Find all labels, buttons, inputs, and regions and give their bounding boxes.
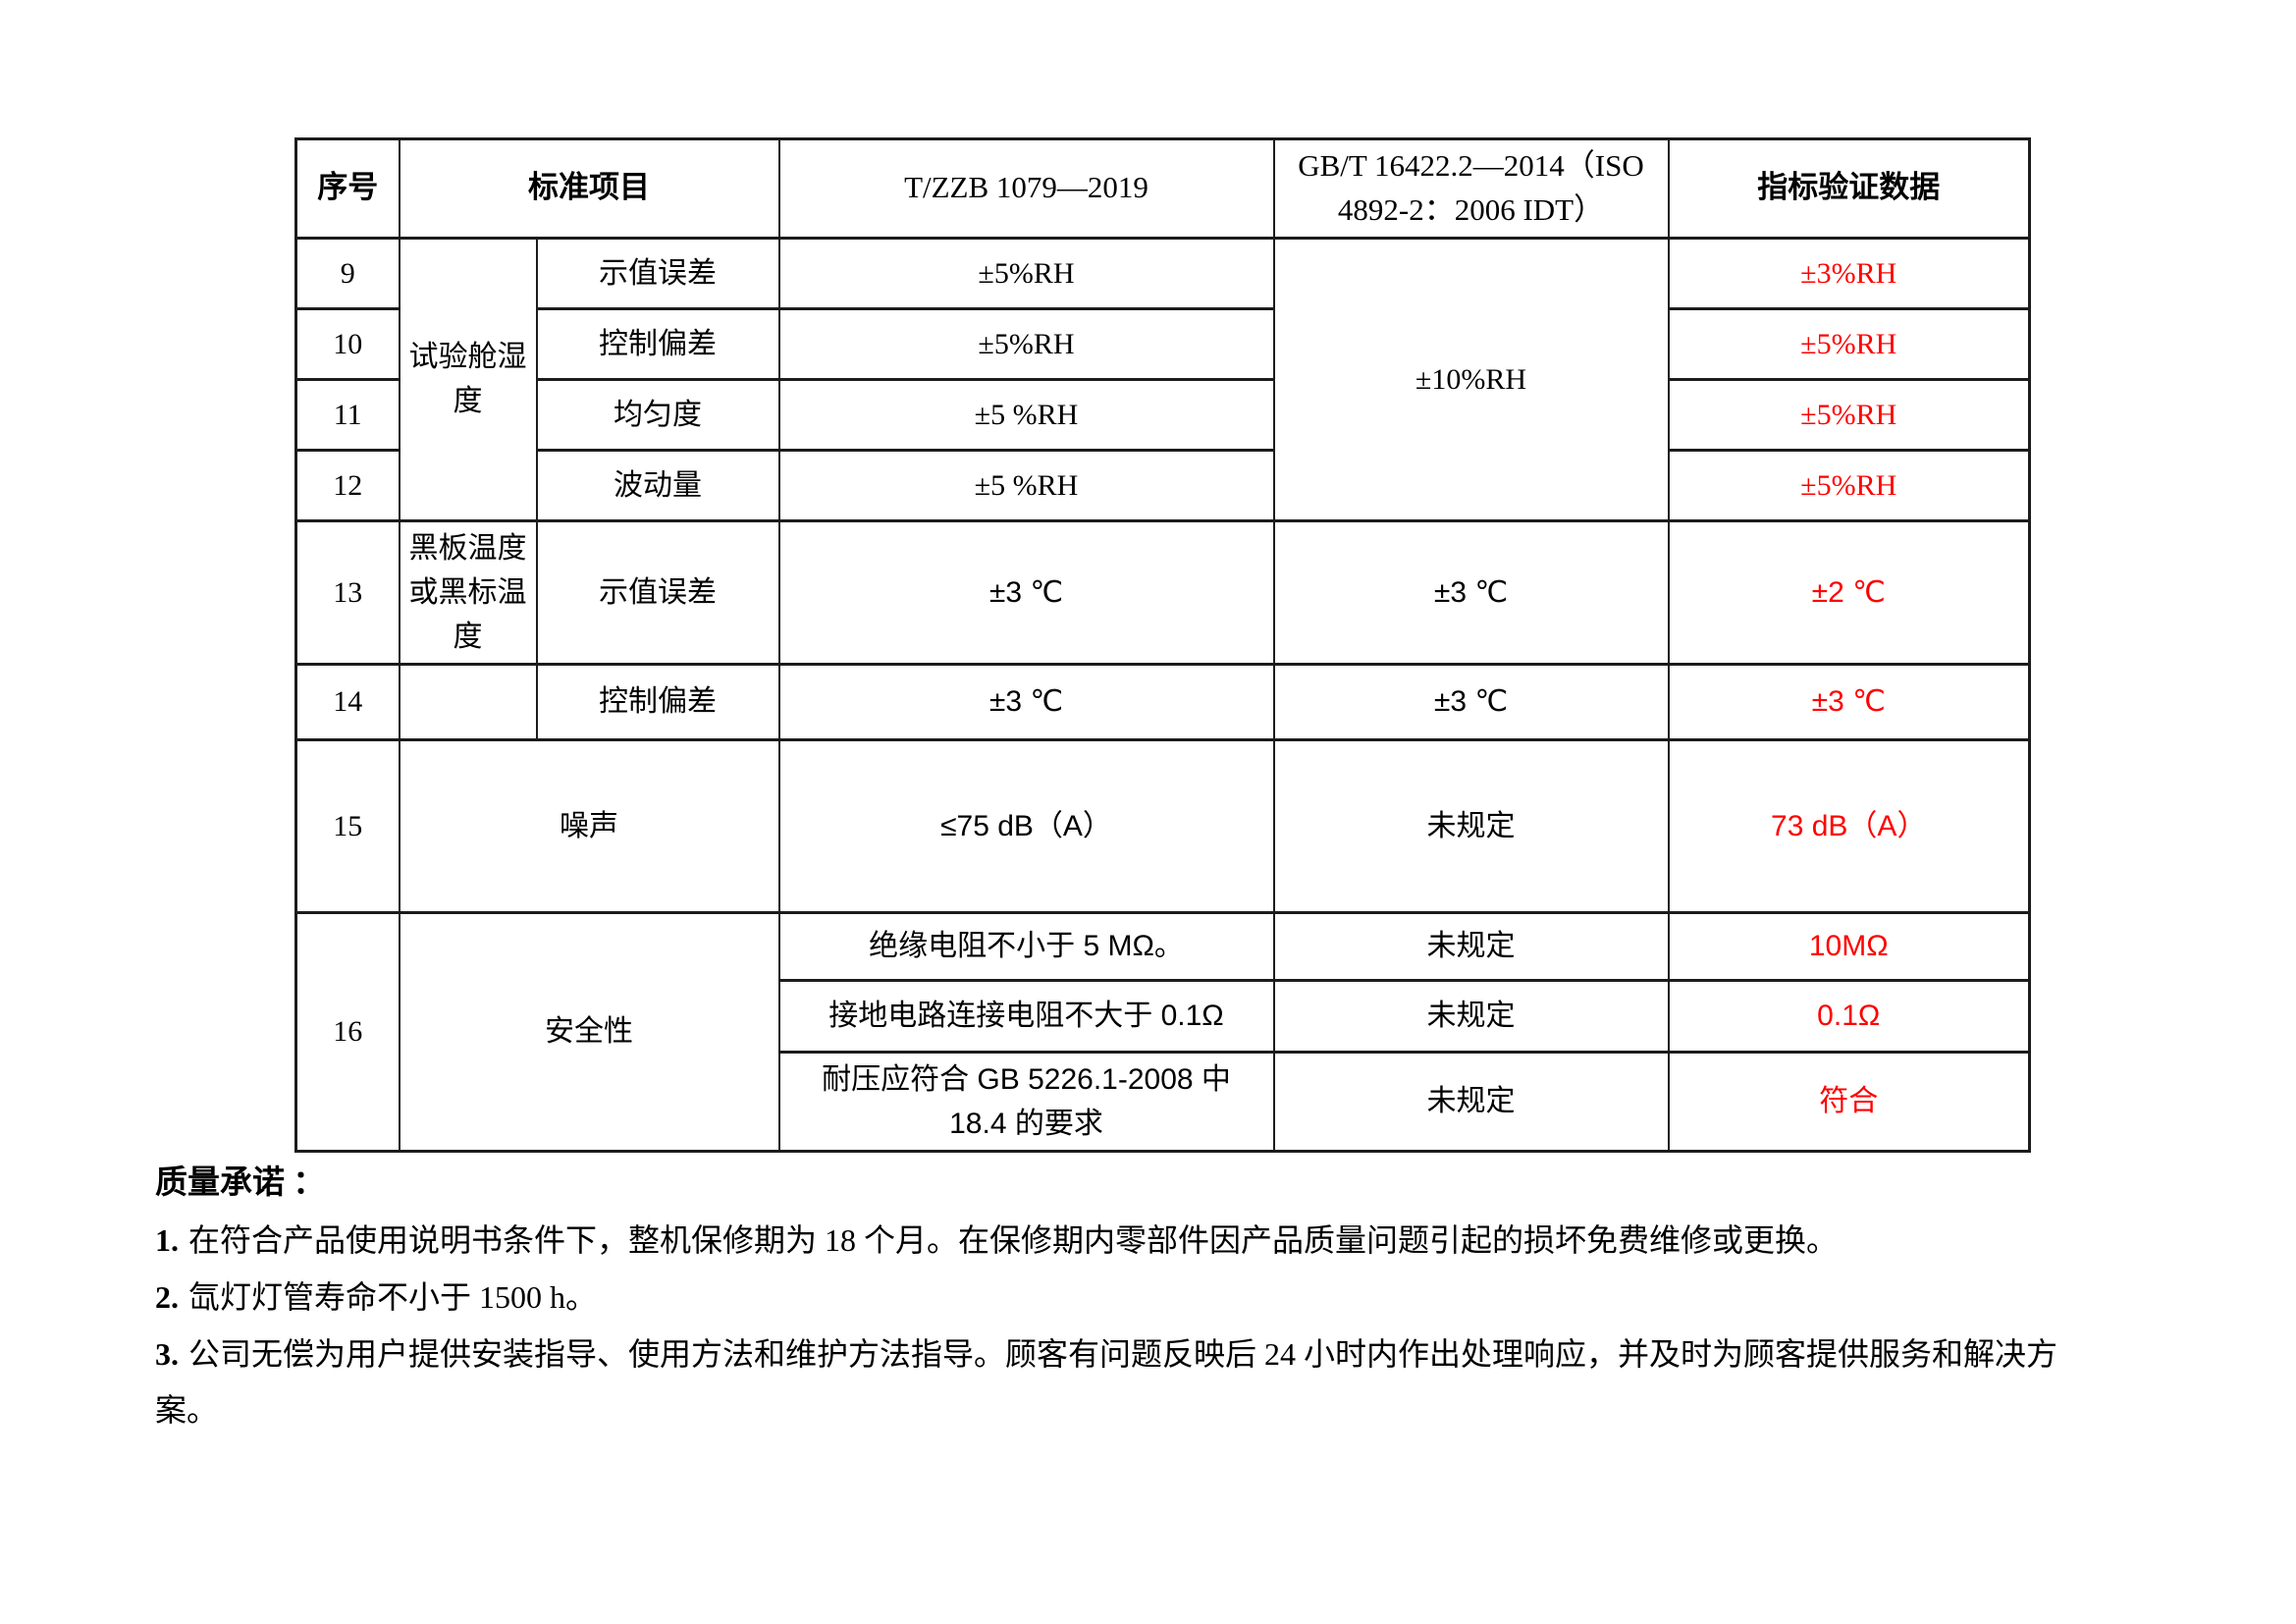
cell-r9-group: 试验舱湿度 bbox=[398, 236, 538, 522]
header-col-verify: 指标验证数据 bbox=[1667, 137, 2031, 240]
cell-r14-no: 14 bbox=[294, 662, 400, 741]
quality-commitment-title: 质量承诺 ： bbox=[155, 1165, 326, 1201]
cell-r13-gbt: ±3 ℃ bbox=[1272, 518, 1670, 666]
cell-r13-no: 13 bbox=[294, 518, 400, 666]
cell-r15-no: 15 bbox=[294, 737, 400, 914]
cell-r16b-verify: 0.1Ω bbox=[1667, 978, 2031, 1054]
cell-r12-verify: ±5%RH bbox=[1667, 448, 2031, 522]
cell-r11-no: 11 bbox=[294, 377, 400, 452]
quality-commitment-item-1: 1. 在符合产品使用说明书条件下，整机保修期为 18 个月。在保修期内零部件因产品… bbox=[155, 1213, 2099, 1270]
table-row-12: 12 波动量 ±5 %RH ±5%RH bbox=[294, 448, 2031, 522]
cell-r14-gbt: ±3 ℃ bbox=[1272, 662, 1670, 741]
cell-r15-verify: 73 dB（A） bbox=[1667, 737, 2031, 914]
cell-r13-tzzb: ±3 ℃ bbox=[777, 518, 1275, 666]
quality-commitment-item-2: 2. 氙灯灯管寿命不小于 1500 h。 bbox=[155, 1270, 2099, 1326]
item-text: 公司无偿为用户提供安装指导、使用方法和维护方法指导。顾客有问题反映后 24 小时… bbox=[155, 1335, 2058, 1429]
quality-commitment-item-3: 3. 公司无偿为用户提供安装指导、使用方法和维护方法指导。顾客有问题反映后 24 … bbox=[155, 1326, 2099, 1439]
cell-r13-verify: ±2 ℃ bbox=[1667, 518, 2031, 666]
item-text: 在符合产品使用说明书条件下，整机保修期为 18 个月。在保修期内零部件因产品质量… bbox=[188, 1222, 1839, 1259]
spec-table: 序号 标准项目 T/ZZB 1079—2019 GB/T 16422.2—201… bbox=[294, 137, 2031, 1153]
cell-r16c-gbt: 未规定 bbox=[1272, 1050, 1670, 1153]
item-number: 3. bbox=[155, 1335, 179, 1372]
cell-r15-gbt: 未规定 bbox=[1272, 737, 1670, 914]
cell-r16-no: 16 bbox=[294, 910, 400, 1153]
table-header-row: 序号 标准项目 T/ZZB 1079—2019 GB/T 16422.2—201… bbox=[294, 137, 2031, 240]
header-col-gbt-line2: 4892-2：2006 IDT） bbox=[1337, 191, 1605, 227]
cell-r10-item: 控制偏差 bbox=[535, 306, 780, 381]
table-row-9: 9 试验舱湿度 示值误差 ±5%RH ±10%RH ±3%RH bbox=[294, 236, 2031, 522]
cell-r9-item: 示值误差 bbox=[535, 236, 780, 310]
cell-r14-verify: ±3 ℃ bbox=[1667, 662, 2031, 741]
cell-r14-item: 控制偏差 bbox=[535, 662, 780, 741]
table-row-16a: 16 安全性 绝缘电阻不小于 5 MΩ。 未规定 10MΩ bbox=[294, 910, 2031, 1153]
table-row-15: 15 噪声 ≤75 dB（A） 未规定 73 dB（A） bbox=[294, 737, 2031, 914]
cell-r10-no: 10 bbox=[294, 306, 400, 381]
cell-r14-group bbox=[398, 662, 538, 741]
table-row-11: 11 均匀度 ±5 %RH ±5%RH bbox=[294, 377, 2031, 452]
cell-r16b-gbt: 未规定 bbox=[1272, 978, 1670, 1054]
table-row-16b: 接地电路连接电阻不大于 0.1Ω 未规定 0.1Ω bbox=[296, 978, 2031, 1054]
cell-r11-item: 均匀度 bbox=[535, 377, 780, 452]
cell-r13-item: 示值误差 bbox=[535, 518, 780, 666]
cell-r9-gbt: ±10%RH bbox=[1272, 236, 1670, 522]
cell-r12-item: 波动量 bbox=[535, 448, 780, 522]
item-text: 氙灯灯管寿命不小于 1500 h。 bbox=[188, 1278, 598, 1315]
table-row-10: 10 控制偏差 ±5%RH ±5%RH bbox=[294, 306, 2031, 381]
cell-r12-no: 12 bbox=[294, 448, 400, 522]
cell-r16a-verify: 10MΩ bbox=[1667, 910, 2031, 982]
cell-r10-tzzb: ±5%RH bbox=[777, 306, 1275, 381]
header-col-no: 序号 bbox=[294, 137, 400, 240]
cell-r15-item: 噪声 bbox=[398, 737, 780, 914]
cell-r16b-tzzb: 接地电路连接电阻不大于 0.1Ω bbox=[777, 978, 1275, 1054]
cell-r16a-tzzb: 绝缘电阻不小于 5 MΩ。 bbox=[777, 910, 1275, 982]
cell-r16a-gbt: 未规定 bbox=[1272, 910, 1670, 982]
cell-r13-group: 黑板温度或黑标温度 bbox=[398, 518, 538, 666]
cell-r10-verify: ±5%RH bbox=[1667, 306, 2031, 381]
header-col-item: 标准项目 bbox=[398, 137, 780, 240]
item-number: 2. bbox=[155, 1278, 179, 1315]
cell-r12-tzzb: ±5 %RH bbox=[777, 448, 1275, 522]
cell-r11-verify: ±5%RH bbox=[1667, 377, 2031, 452]
quality-commitment-section: 质量承诺 ： 1. 在符合产品使用说明书条件下，整机保修期为 18 个月。在保修期… bbox=[155, 1155, 2099, 1439]
header-col-gbt: GB/T 16422.2—2014（ISO 4892-2：2006 IDT） bbox=[1272, 137, 1670, 240]
cell-r9-tzzb: ±5%RH bbox=[777, 236, 1275, 310]
table-row-16c: 耐压应符合 GB 5226.1-2008 中 18.4 的要求 未规定 符合 bbox=[296, 1050, 2031, 1153]
cell-r15-tzzb: ≤75 dB（A） bbox=[777, 737, 1275, 914]
item-number: 1. bbox=[155, 1222, 179, 1259]
cell-r16c-tzzb: 耐压应符合 GB 5226.1-2008 中 18.4 的要求 bbox=[777, 1050, 1275, 1153]
table-row-14: 14 控制偏差 ±3 ℃ ±3 ℃ ±3 ℃ bbox=[294, 662, 2031, 741]
header-col-gbt-line1: GB/T 16422.2—2014（ISO bbox=[1298, 148, 1644, 183]
cell-r16-group: 安全性 bbox=[398, 910, 780, 1153]
cell-r11-tzzb: ±5 %RH bbox=[777, 377, 1275, 452]
cell-r16c-verify: 符合 bbox=[1667, 1050, 2031, 1153]
cell-r9-no: 9 bbox=[294, 236, 400, 310]
header-col-tzzb: T/ZZB 1079—2019 bbox=[777, 137, 1275, 240]
table-row-13: 13 黑板温度或黑标温度 示值误差 ±3 ℃ ±3 ℃ ±2 ℃ bbox=[294, 518, 2031, 666]
cell-r14-tzzb: ±3 ℃ bbox=[777, 662, 1275, 741]
cell-r9-verify: ±3%RH bbox=[1667, 236, 2031, 310]
